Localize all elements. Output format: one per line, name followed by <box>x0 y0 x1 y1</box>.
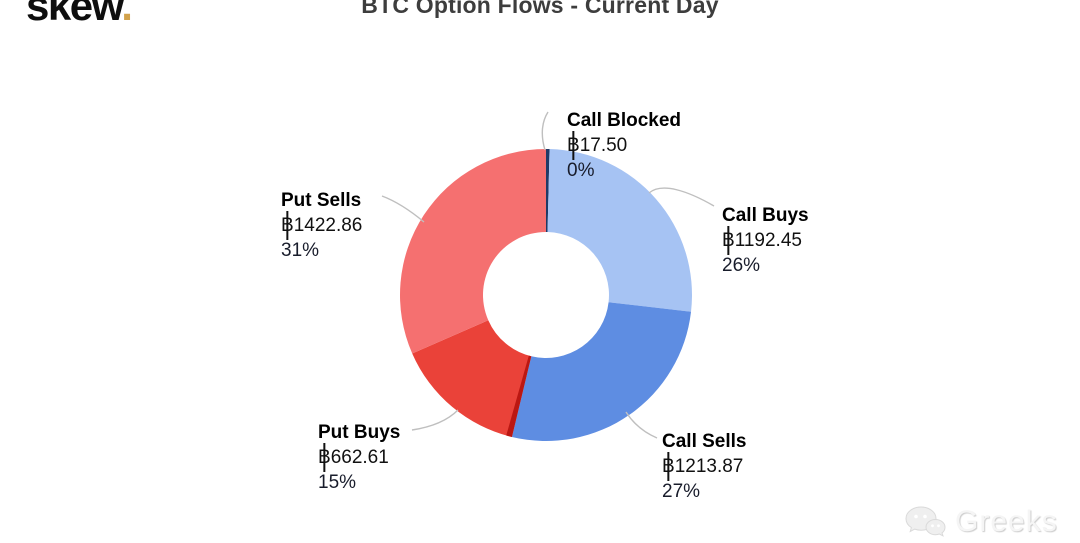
greeks-watermark-text: Greeks <box>955 505 1058 538</box>
slice-label-pct: 26% <box>722 255 761 276</box>
baht-symbol: B <box>281 211 294 240</box>
slice-call-sells[interactable] <box>511 302 692 441</box>
slice-label-pct: 0% <box>567 160 595 181</box>
slice-put-sells[interactable] <box>400 149 546 354</box>
leader-line-call-blocked <box>541 111 549 151</box>
slice-label-amount: B662.61 <box>318 443 400 472</box>
logo-dot: . <box>121 0 133 29</box>
slice-label-pct: 27% <box>662 481 701 502</box>
slice-put-buys[interactable] <box>412 320 532 437</box>
slice-label-put-sells: Put Sells B1422.86 31% <box>281 188 362 263</box>
baht-symbol: B <box>318 443 331 472</box>
slice-label-call-blocked: Call Blocked B17.50 0% <box>567 108 681 183</box>
slice-call-blocked[interactable] <box>546 148 550 233</box>
skew-logo-text: skew <box>26 0 123 29</box>
slice-label-name: Call Blocked <box>567 110 682 131</box>
baht-symbol: B <box>722 226 735 255</box>
slice-label-put-buys: Put Buys B662.61 15% <box>318 420 400 495</box>
slice-label-call-sells: Call Sells B1213.87 27% <box>662 429 747 504</box>
skew-logo: skew. <box>26 0 133 30</box>
slice-label-call-buys: Call Buys B1192.45 26% <box>722 203 809 278</box>
greeks-watermark: Greeks <box>903 504 1058 540</box>
slice-label-name: Put Sells <box>281 190 362 211</box>
slice-label-amount: B1422.86 <box>281 211 362 240</box>
slice-label-name: Call Sells <box>662 431 747 452</box>
baht-symbol: B <box>567 131 580 160</box>
slice-label-pct: 15% <box>318 472 357 493</box>
leader-line-put-buys <box>411 409 459 431</box>
donut-slices <box>400 148 692 441</box>
leader-line-call-buys <box>648 187 715 207</box>
leader-line-call-sells <box>625 411 658 439</box>
slice-label-amount: B17.50 <box>567 131 681 160</box>
slice-label-name: Put Buys <box>318 422 401 443</box>
slice-call-buys[interactable] <box>547 149 692 312</box>
slice-label-amount: B1192.45 <box>722 226 809 255</box>
slice-label-pct: 31% <box>281 240 320 261</box>
slice-label-amount: B1213.87 <box>662 452 747 481</box>
leader-line-put-sells <box>381 195 425 223</box>
wechat-icon <box>905 506 946 537</box>
baht-symbol: B <box>662 452 675 481</box>
slice-label-name: Call Buys <box>722 205 809 226</box>
chart-title: BTC Option Flows - Current Day <box>361 0 719 18</box>
slice-put-buys-edge <box>506 355 532 437</box>
